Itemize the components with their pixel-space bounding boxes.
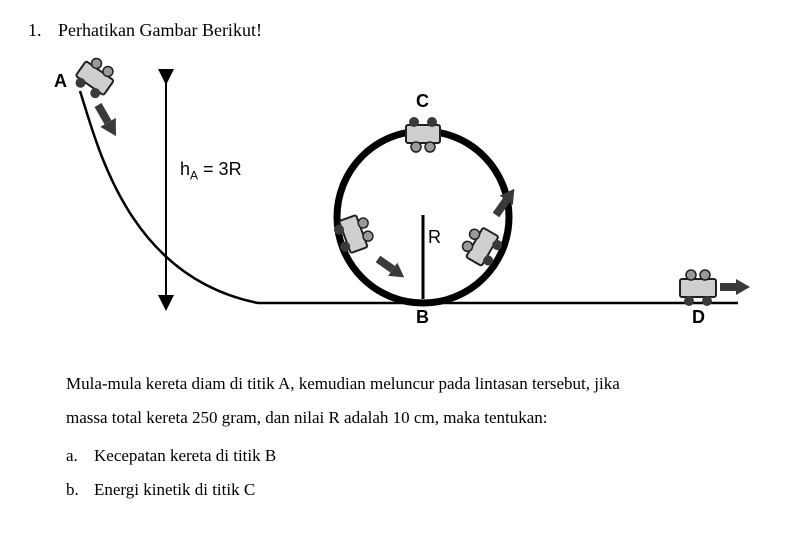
- sub-questions: a. Kecepatan kereta di titik B b. Energi…: [66, 439, 766, 507]
- label-c: C: [416, 91, 429, 112]
- problem-text: Mula-mula kereta diam di titik A, kemudi…: [66, 367, 766, 507]
- arrow-loop-left: [373, 252, 408, 283]
- eq-sub: A: [190, 169, 198, 183]
- question-title: Perhatikan Gambar Berikut!: [58, 20, 262, 41]
- label-r: R: [428, 227, 441, 248]
- label-b: B: [416, 307, 429, 328]
- question-header: 1. Perhatikan Gambar Berikut!: [28, 20, 778, 41]
- physics-diagram: A C R B D hA = 3R: [38, 47, 768, 337]
- cart-c: [406, 117, 440, 152]
- sub-letter: b.: [66, 473, 84, 507]
- problem-line-2: massa total kereta 250 gram, dan nilai R…: [66, 401, 766, 435]
- label-a: A: [54, 71, 67, 92]
- sub-text: Kecepatan kereta di titik B: [94, 439, 276, 473]
- height-equation: hA = 3R: [180, 159, 242, 183]
- sub-letter: a.: [66, 439, 84, 473]
- sub-item: b. Energi kinetik di titik C: [66, 473, 766, 507]
- diagram-svg: [38, 47, 768, 337]
- cart-d: [680, 270, 716, 306]
- sub-text: Energi kinetik di titik C: [94, 473, 255, 507]
- track-path: [80, 91, 738, 303]
- arrow-d: [720, 279, 750, 295]
- eq-rhs: = 3R: [203, 159, 242, 179]
- sub-item: a. Kecepatan kereta di titik B: [66, 439, 766, 473]
- problem-line-1: Mula-mula kereta diam di titik A, kemudi…: [66, 367, 766, 401]
- cart-a: [71, 54, 119, 102]
- arrow-a: [90, 101, 124, 141]
- question-number: 1.: [28, 20, 48, 41]
- eq-h: h: [180, 159, 190, 179]
- label-d: D: [692, 307, 705, 328]
